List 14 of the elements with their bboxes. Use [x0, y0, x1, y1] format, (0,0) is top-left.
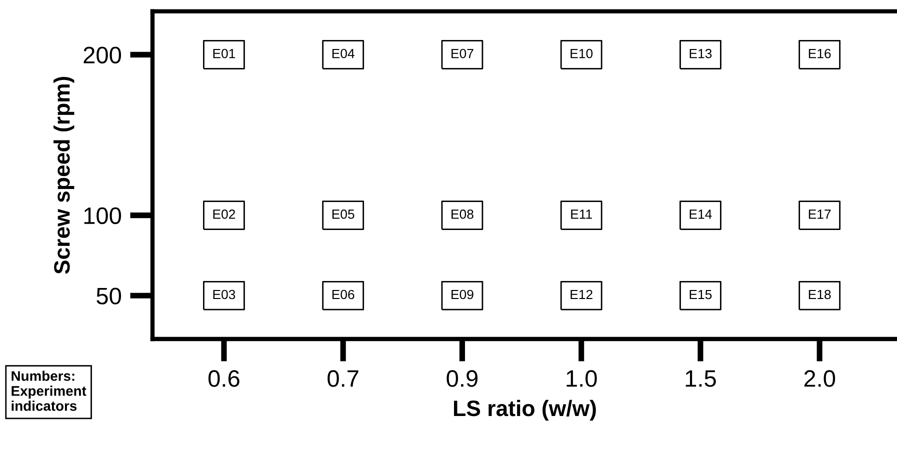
y-tick-label: 100 — [84, 207, 122, 224]
data-label: E03 — [213, 290, 236, 300]
text: Numbers: Experiment indicators — [12, 370, 86, 411]
data-label: E15 — [690, 290, 712, 300]
y-tick-label: 50 — [96, 288, 122, 304]
x-tick-label: 0.6 — [208, 370, 240, 387]
x-tick-label: 2.0 — [804, 370, 836, 387]
x-tick-label: 1.5 — [686, 370, 716, 387]
x-tick-label: 0.7 — [328, 370, 358, 387]
x-axis-title: LS ratio (w/w) — [454, 400, 596, 421]
x-tick-label: 0.9 — [446, 370, 478, 387]
x-tick-label: 1.0 — [566, 370, 597, 387]
y-axis-title: Screw speed (rpm) — [53, 76, 74, 274]
y-tick-label: 200 — [84, 46, 122, 64]
